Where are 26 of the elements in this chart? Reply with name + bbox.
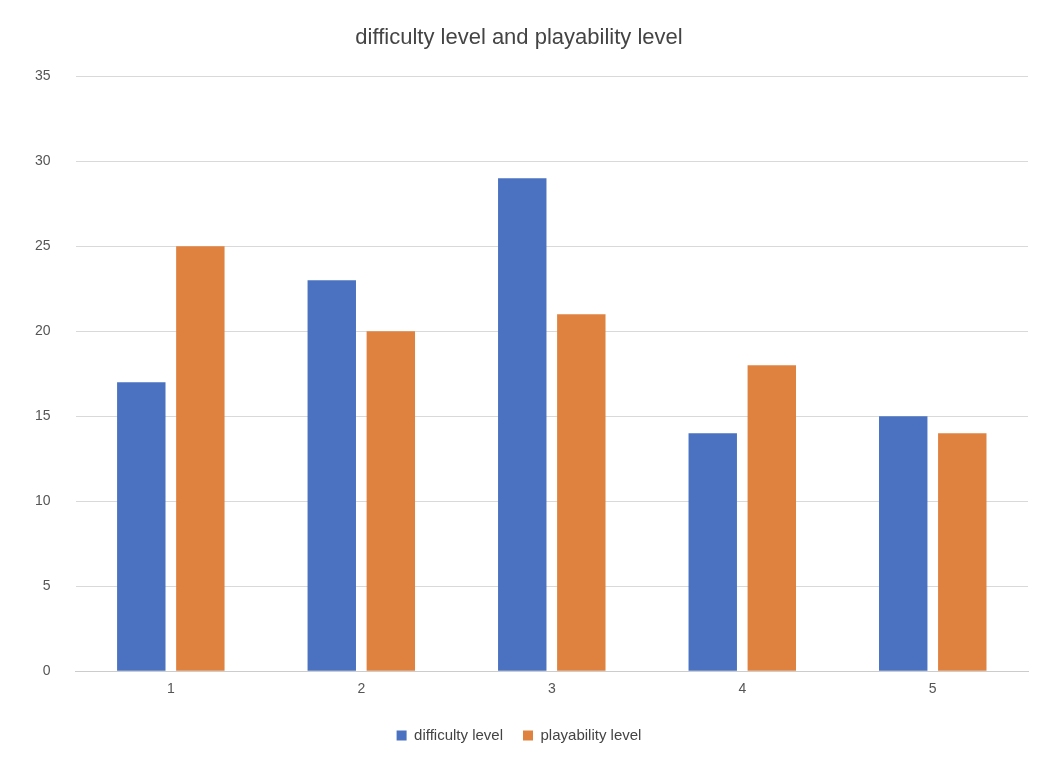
bar bbox=[307, 280, 356, 671]
y-tick-label: 10 bbox=[34, 492, 51, 509]
bar bbox=[498, 178, 547, 671]
bar bbox=[557, 314, 606, 671]
legend-label: playability level bbox=[540, 725, 642, 743]
y-tick-label: 20 bbox=[34, 322, 51, 339]
bar bbox=[117, 382, 166, 671]
x-tick-label: 1 bbox=[166, 680, 175, 697]
y-tick-label: 35 bbox=[34, 67, 51, 84]
bar bbox=[176, 246, 225, 671]
bar bbox=[938, 433, 987, 671]
x-tick-label: 4 bbox=[738, 680, 747, 697]
x-tick-label: 5 bbox=[928, 680, 937, 697]
bar bbox=[688, 433, 737, 671]
y-tick-label: 0 bbox=[42, 662, 51, 679]
bar bbox=[879, 416, 928, 671]
y-tick-label: 5 bbox=[42, 577, 51, 594]
y-tick-label: 15 bbox=[34, 407, 51, 424]
chart-title: difficulty level and playability level bbox=[355, 24, 683, 50]
x-tick-label: 3 bbox=[547, 680, 556, 697]
y-tick-label: 30 bbox=[34, 152, 51, 169]
legend-label: difficulty level bbox=[414, 725, 504, 743]
bar bbox=[747, 365, 797, 671]
x-tick-label: 2 bbox=[357, 680, 366, 697]
bar bbox=[366, 331, 416, 671]
y-tick-label: 25 bbox=[34, 237, 51, 254]
